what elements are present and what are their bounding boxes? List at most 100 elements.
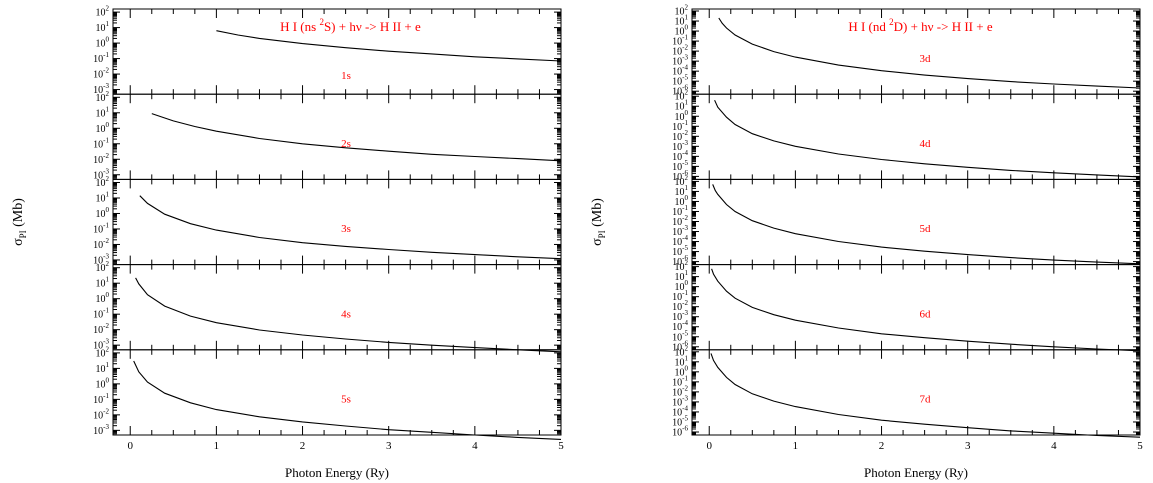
- y-tick-exponent: -1: [682, 119, 688, 127]
- y-tick-label: 10-6: [672, 424, 688, 438]
- x-tick-label: 4: [472, 440, 478, 452]
- y-tick-exponent: 1: [106, 190, 110, 198]
- y-tick-exponent: -3: [103, 82, 109, 90]
- y-tick-exponent: -3: [682, 139, 688, 147]
- y-tick-exponent: -2: [103, 237, 109, 245]
- x-tick-label: 5: [558, 440, 564, 452]
- y-tick-exponent: -2: [682, 299, 688, 307]
- y-tick-label: 101: [96, 361, 110, 375]
- x-tick-label: 3: [386, 440, 392, 452]
- y-tick-exponent: -4: [682, 234, 688, 242]
- y-axis-subscript: PI: [18, 230, 28, 238]
- y-tick-exponent: 0: [106, 291, 110, 299]
- series-line-4s: [135, 277, 562, 353]
- y-tick-exponent: -6: [682, 169, 688, 177]
- y-tick-label: 101: [96, 105, 110, 119]
- y-tick-exponent: -3: [682, 224, 688, 232]
- y-tick-exponent: -6: [682, 84, 688, 92]
- y-tick-exponent: 0: [685, 364, 689, 372]
- panel-frame: [691, 349, 1141, 436]
- y-tick-exponent: -3: [103, 338, 109, 346]
- y-tick-exponent: 1: [685, 269, 689, 277]
- y-tick-exponent: -2: [103, 67, 109, 75]
- panel-frame: [112, 178, 562, 266]
- panel-label: 4s: [341, 308, 351, 320]
- y-tick-label: 10-2: [93, 407, 109, 421]
- y-tick-exponent: 1: [685, 184, 689, 192]
- panel-label: 4d: [919, 138, 931, 150]
- y-tick-exponent: -4: [682, 64, 688, 72]
- title-part: D) + hν -> H II + e: [894, 19, 993, 34]
- y-axis-unit: (Mb): [590, 198, 605, 231]
- y-tick-label: 102: [96, 5, 110, 19]
- y-axis-unit: (Mb): [11, 198, 26, 231]
- y-tick-exponent: -4: [682, 319, 688, 327]
- y-tick-exponent: -1: [682, 34, 688, 42]
- y-tick-label: 10-1: [93, 221, 109, 235]
- y-tick-exponent: -5: [682, 159, 688, 167]
- x-tick-label: 4: [1051, 440, 1057, 452]
- series-line-2s: [151, 113, 562, 162]
- y-tick-exponent: -1: [103, 221, 109, 229]
- y-tick-exponent: -2: [103, 152, 109, 160]
- y-tick-label: 101: [96, 20, 110, 34]
- y-tick-exponent: 1: [685, 99, 689, 107]
- y-axis-sigma: σ: [11, 238, 26, 246]
- panel-label: 6d: [919, 308, 931, 320]
- x-axis-title: Photon Energy (Ry): [285, 465, 389, 480]
- y-axis-title: σPI (Mb): [11, 198, 28, 246]
- y-tick-exponent: -3: [103, 252, 109, 260]
- y-tick-exponent: -5: [682, 74, 688, 82]
- panel-frame: [112, 264, 562, 351]
- y-tick-label: 102: [96, 260, 110, 274]
- y-tick-exponent: 0: [685, 109, 689, 117]
- y-tick-exponent: 1: [106, 361, 110, 369]
- y-tick-label: 10-1: [93, 307, 109, 321]
- y-tick-label: 100: [96, 121, 110, 135]
- title-part: H I (ns: [280, 19, 319, 34]
- y-tick-exponent: -5: [682, 244, 688, 252]
- series-line-5d: [712, 184, 1141, 265]
- y-tick-exponent: -6: [682, 254, 688, 262]
- y-tick-label: 10-2: [93, 67, 109, 81]
- series-line-5s: [133, 360, 562, 440]
- y-tick-exponent: 0: [106, 36, 110, 44]
- y-tick-label: 102: [96, 175, 110, 189]
- y-tick-exponent: -1: [103, 136, 109, 144]
- y-tick-exponent: -5: [682, 329, 688, 337]
- y-tick-exponent: -1: [103, 51, 109, 59]
- x-tick-label: 0: [127, 440, 133, 452]
- y-tick-label: 100: [96, 376, 110, 390]
- panel-label: 3s: [341, 223, 351, 235]
- y-tick-exponent: 1: [685, 14, 689, 22]
- y-tick-exponent: -2: [103, 322, 109, 330]
- y-tick-exponent: -2: [682, 44, 688, 52]
- y-tick-label: 10-2: [93, 322, 109, 336]
- y-tick-exponent: -1: [682, 289, 688, 297]
- y-tick-exponent: 0: [106, 376, 110, 384]
- y-tick-exponent: 0: [685, 194, 689, 202]
- panel-label: 1s: [341, 70, 351, 82]
- series-line-4d: [714, 99, 1141, 178]
- panel-label: 7d: [919, 394, 931, 406]
- y-tick-exponent: -6: [682, 424, 688, 432]
- y-tick-exponent: -5: [682, 414, 688, 422]
- panel-frame: [112, 93, 562, 180]
- panel-label: 3d: [919, 53, 931, 65]
- y-tick-exponent: -1: [103, 392, 109, 400]
- y-axis-subscript: PI: [597, 230, 607, 238]
- title-superscript: 2: [319, 17, 324, 27]
- y-tick-exponent: 2: [106, 260, 110, 268]
- y-tick-exponent: 2: [685, 4, 689, 12]
- y-tick-label: 102: [96, 345, 110, 359]
- y-tick-exponent: 2: [106, 175, 110, 183]
- x-tick-label: 0: [706, 440, 712, 452]
- series-line-7d: [710, 353, 1141, 438]
